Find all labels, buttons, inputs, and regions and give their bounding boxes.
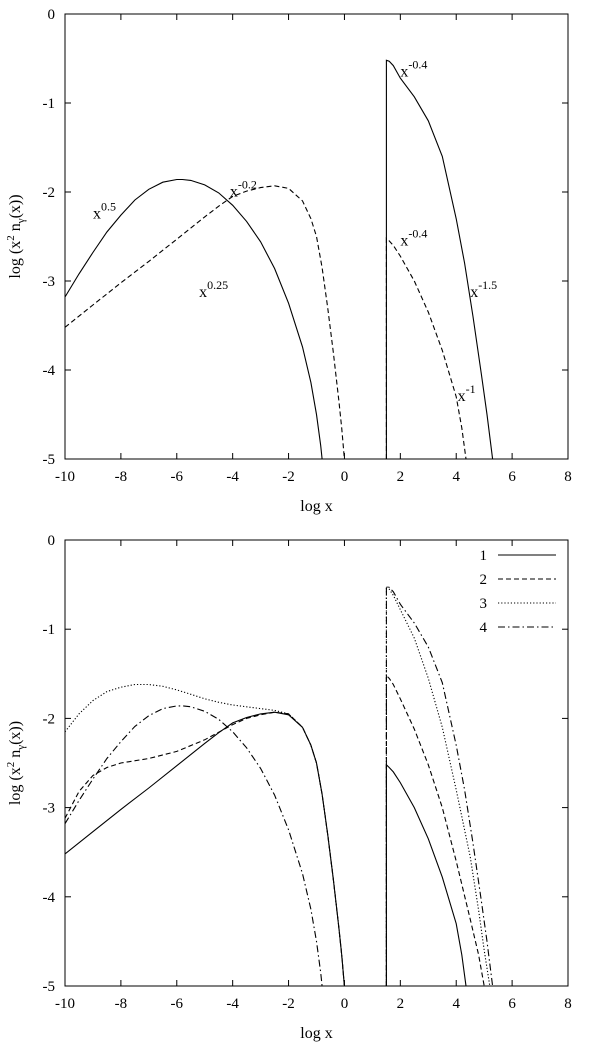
- x-axis-label: log x: [300, 498, 332, 515]
- y-axis-label-part: 2: [5, 235, 17, 241]
- series-line-3: [385, 59, 494, 459]
- legend-label-2: 2: [480, 572, 488, 588]
- y-tick-label: -3: [43, 801, 56, 817]
- x-tick-label: -2: [282, 996, 295, 1012]
- y-tick-label: -5: [43, 452, 56, 468]
- x-tick-label: 4: [452, 469, 460, 485]
- y-tick-label: 0: [48, 7, 56, 23]
- y-axis-label-part: γ: [15, 745, 27, 751]
- plot-frame: [64, 13, 569, 460]
- curve-annotation: x-0.4: [400, 226, 427, 249]
- annotation-exponent: -0.4: [408, 57, 427, 71]
- x-tick-label: 2: [397, 996, 405, 1012]
- legend-label-3: 3: [480, 596, 488, 612]
- series-line-4: [385, 237, 467, 459]
- x-tick-label: -4: [226, 469, 239, 485]
- x-tick-label: -6: [171, 996, 184, 1012]
- annotation-exponent: 0.25: [207, 278, 228, 292]
- annotation-exponent: -1.5: [478, 278, 497, 292]
- annotation-base: x: [400, 232, 408, 249]
- annotation-exponent: -0.4: [408, 226, 427, 240]
- x-tick-label: -6: [171, 469, 184, 485]
- annotation-exponent: 0.5: [101, 200, 116, 214]
- annotation-exponent: -1: [466, 382, 476, 396]
- curve-annotation: x0.25: [199, 278, 228, 301]
- y-axis-label-part: (x)): [7, 194, 24, 218]
- x-tick-label: 4: [452, 996, 460, 1012]
- x-tick-label: 0: [341, 469, 349, 485]
- x-tick-label: 2: [397, 469, 405, 485]
- y-axis-label-part: n: [7, 750, 24, 762]
- y-axis-label-part: log (x: [7, 767, 24, 805]
- x-tick-label: 6: [508, 996, 516, 1012]
- annotation-base: x: [230, 183, 238, 200]
- legend-label-1: 1: [480, 548, 488, 564]
- annotation-exponent: -0.2: [238, 177, 257, 191]
- y-axis-label: log (x2 nγ(x)): [5, 194, 27, 278]
- x-axis-label: log x: [300, 1025, 332, 1042]
- series-line-3: [65, 585, 491, 986]
- x-tick-label: -10: [55, 996, 75, 1012]
- series-line-2: [65, 674, 485, 986]
- annotation-base: x: [199, 284, 207, 301]
- series-line-1: [65, 711, 467, 986]
- y-tick-label: -2: [43, 711, 56, 727]
- annotation-base: x: [458, 388, 466, 405]
- y-tick-label: -1: [43, 622, 56, 638]
- x-tick-label: -10: [55, 469, 75, 485]
- x-tick-label: 0: [341, 996, 349, 1012]
- y-tick-label: -5: [43, 979, 56, 995]
- y-tick-label: -4: [43, 890, 56, 906]
- legend: 1 2 3 4: [480, 548, 556, 636]
- annotation-base: x: [400, 63, 408, 80]
- x-tick-label: -8: [115, 469, 128, 485]
- y-tick-label: -2: [43, 185, 56, 201]
- x-tick-label: 8: [564, 469, 572, 485]
- y-tick-label: -3: [43, 274, 56, 290]
- annotation-base: x: [470, 284, 478, 301]
- y-axis-label-part: (x)): [7, 721, 24, 745]
- y-axis-label: log (x2 nγ(x)): [5, 721, 27, 805]
- curve-annotation: x-0.2: [230, 177, 257, 200]
- series-line-2: [65, 185, 345, 459]
- legend-label-4: 4: [480, 620, 488, 636]
- series-line-4: [65, 585, 494, 986]
- curve-annotation: x-0.4: [400, 57, 427, 80]
- y-axis-label-part: n: [7, 223, 24, 235]
- x-tick-label: 8: [564, 996, 572, 1012]
- y-axis-label-part: 2: [5, 762, 17, 768]
- x-tick-label: 6: [508, 469, 516, 485]
- plot-frame: [64, 539, 569, 987]
- y-axis-label-part: log (x: [7, 241, 24, 279]
- x-tick-label: -8: [115, 996, 128, 1012]
- curve-annotation: x0.5: [93, 200, 116, 223]
- y-tick-label: 0: [48, 533, 56, 549]
- x-tick-label: -4: [226, 996, 239, 1012]
- series-line-1: [65, 178, 323, 459]
- curve-annotation: x-1.5: [470, 278, 497, 301]
- y-axis-label-part: γ: [15, 218, 27, 224]
- annotation-base: x: [93, 206, 101, 223]
- x-tick-label: -2: [282, 469, 295, 485]
- y-tick-label: -1: [43, 96, 56, 112]
- y-tick-label: -4: [43, 363, 56, 379]
- curve-annotation: x-1: [458, 382, 476, 405]
